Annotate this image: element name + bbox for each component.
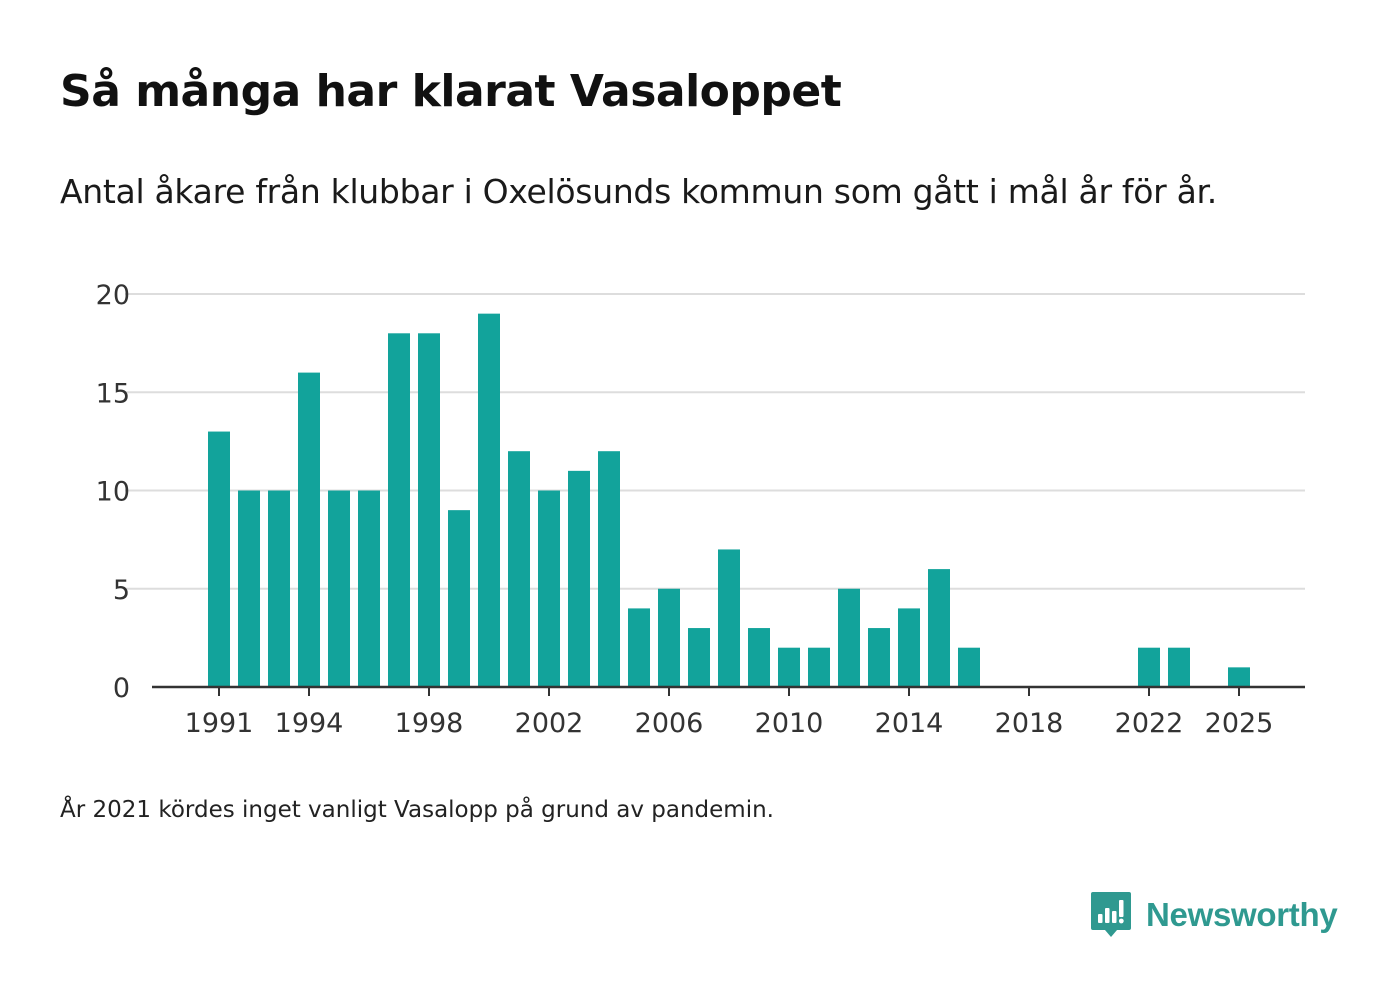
x-tick-label: 2025: [1205, 708, 1274, 739]
bar-1998: [418, 333, 440, 687]
y-tick-label: 20: [96, 280, 130, 311]
bars: [208, 313, 1250, 687]
bar-1993: [268, 490, 290, 687]
chart-title: Så många har klarat Vasaloppet: [60, 66, 842, 117]
bar-2009: [748, 628, 770, 687]
bar-1997: [388, 333, 410, 687]
bar-2015: [928, 569, 950, 687]
bar-1992: [238, 490, 260, 687]
x-tick-label: 2006: [635, 708, 704, 739]
y-tick-label: 5: [113, 575, 130, 606]
y-tick-label: 15: [96, 378, 130, 409]
x-tick-label: 2014: [875, 708, 944, 739]
gridlines: [125, 293, 1305, 590]
x-axis-ticks: 1991 1994 1998 2002 2006 2010 2014 2018 2022 2025: [185, 687, 1274, 739]
x-tick-label: 2002: [515, 708, 584, 739]
chart-subtitle: Antal åkare från klubbar i Oxelösunds ko…: [60, 172, 1217, 211]
x-tick-label: 2010: [755, 708, 824, 739]
bar-2000: [478, 313, 500, 687]
bar-2003: [568, 470, 590, 687]
bar-2011: [808, 647, 830, 687]
bar-2005: [628, 608, 650, 687]
bar-1995: [328, 490, 350, 687]
bar-1996: [358, 490, 380, 687]
x-tick-label: 1998: [395, 708, 464, 739]
bar-1991: [208, 431, 230, 687]
bar-2025: [1228, 667, 1250, 687]
bar-2004: [598, 451, 620, 687]
brand[interactable]: Newsworthy: [1090, 890, 1338, 940]
bar-1994: [298, 372, 320, 687]
bar-2022: [1138, 647, 1160, 687]
bar-2001: [508, 451, 530, 687]
bar-2016: [958, 647, 980, 687]
newsworthy-logo-icon: [1091, 892, 1131, 937]
x-tick-label: 2022: [1115, 708, 1184, 739]
bar-2002: [538, 490, 560, 687]
x-tick-label: 1994: [275, 708, 344, 739]
bar-2010: [778, 647, 800, 687]
bar-1999: [448, 510, 470, 687]
bar-2008: [718, 549, 740, 687]
brand-name: Newsworthy: [1146, 896, 1338, 933]
bar-2023: [1168, 647, 1190, 687]
footnote: År 2021 kördes inget vanligt Vasalopp på…: [60, 797, 774, 823]
bar-2007: [688, 628, 710, 687]
bar-2013: [868, 628, 890, 687]
y-tick-label: 0: [113, 673, 130, 704]
y-tick-label: 10: [96, 477, 130, 508]
x-tick-label: 2018: [995, 708, 1064, 739]
x-tick-label: 1991: [185, 708, 254, 739]
y-axis-ticks: 0 5 10 15 20: [96, 280, 130, 704]
bar-2012: [838, 588, 860, 687]
bar-2014: [898, 608, 920, 687]
bar-2006: [658, 588, 680, 687]
